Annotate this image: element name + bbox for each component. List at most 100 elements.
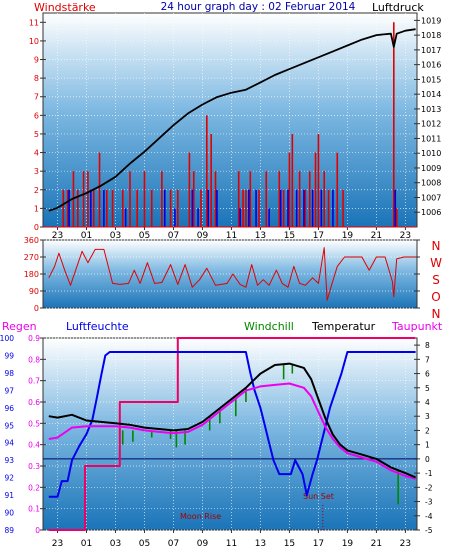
direction-letters: N W S O N [430, 239, 442, 321]
pressure-y-tick-label: 1016 [421, 61, 441, 70]
temperature-y-tick-label: 2 [425, 426, 430, 435]
climate-x-tick-label: 17 [313, 539, 324, 549]
temperature-y-tick-label: 5 [425, 384, 430, 393]
pressure-y-tick-label: 1010 [421, 149, 441, 158]
humidity-y-tick-label: 95 [4, 421, 14, 430]
moon-rise-label: Moon Rise [180, 512, 221, 521]
chart-marks: 0123456789101110061007100810091010101110… [0, 13, 441, 549]
temperature-y-tick-label: 1 [425, 441, 430, 450]
wind-y-tick-label: 6 [34, 111, 39, 120]
temperature-y-tick-label: -3 [425, 498, 433, 507]
wind-y-tick-label: 4 [34, 149, 39, 158]
legend-temperature: Temperatur [311, 320, 376, 333]
pressure-y-tick-label: 1015 [421, 75, 441, 84]
dewpoint-line [48, 382, 416, 480]
wind-y-tick-label: 3 [34, 167, 39, 176]
pressure-y-tick-label: 1019 [421, 16, 441, 25]
legend-dewpoint: Taupunkt [391, 320, 443, 333]
humidity-y-tick-label: 92 [4, 474, 14, 483]
wind-y-tick-label: 7 [34, 93, 39, 102]
humidity-y-tick-label: 94 [4, 439, 14, 448]
direction-y-tick-label: 90 [29, 287, 39, 296]
climate-x-tick-label: 03 [110, 539, 121, 549]
wind-y-tick-label: 2 [34, 186, 39, 195]
climate-x-tick-label: 09 [197, 539, 209, 549]
rain-y-tick-label: 0.9 [28, 334, 40, 343]
wind-x-tick-label: 15 [284, 231, 295, 241]
wind-panel-background [42, 12, 418, 228]
wind-x-tick-label: 13 [255, 231, 266, 241]
rain-y-tick-label: 0.7 [28, 377, 40, 386]
temperature-y-tick-label: 0 [425, 455, 430, 464]
wind-axis-title: Windstärke [34, 1, 96, 14]
wind-y-tick-label: 11 [29, 18, 39, 27]
wind-x-tick-label: 21 [371, 231, 382, 241]
climate-x-tick-label: 23 [52, 539, 63, 549]
humidity-y-tick-label: 96 [4, 404, 14, 413]
climate-x-tick-label: 07 [168, 539, 179, 549]
humidity-line [48, 351, 416, 498]
direction-letter-n-top: N [432, 239, 441, 253]
direction-y-tick-label: 180 [24, 270, 39, 279]
climate-legend: Regen Luftfeuchte Windchill Temperatur T… [2, 320, 443, 333]
legend-windchill: Windchill [244, 320, 294, 333]
wind-x-tick-label: 03 [110, 231, 121, 241]
humidity-y-tick-label: 97 [4, 386, 14, 395]
wind-y-tick-label: 5 [34, 130, 39, 139]
rain-y-tick-label: 0.1 [28, 505, 40, 514]
humidity-y-tick-label: 89 [4, 526, 14, 535]
climate-x-tick-label: 13 [255, 539, 266, 549]
direction-y-tick-label: 270 [24, 253, 39, 262]
legend-rain: Regen [2, 320, 37, 333]
humidity-y-tick-label: 90 [4, 509, 14, 518]
humidity-y-tick-label: 91 [4, 491, 14, 500]
wind-x-tick-label: 23 [400, 231, 411, 241]
climate-panel-background [42, 337, 418, 531]
pressure-axis-title: Luftdruck [372, 1, 424, 14]
rain-y-tick-label: 0.6 [28, 398, 40, 407]
humidity-y-tick-label: 100 [0, 334, 14, 343]
direction-letter-w: W [430, 256, 442, 270]
climate-x-tick-label: 21 [371, 539, 382, 549]
wind-x-tick-label: 11 [226, 231, 237, 241]
wind-y-tick-label: 10 [29, 37, 39, 46]
direction-y-tick-label: 360 [24, 236, 39, 245]
rain-y-tick-label: 0.2 [28, 483, 40, 492]
pressure-y-tick-label: 1013 [421, 105, 441, 114]
temperature-line [48, 362, 416, 479]
humidity-y-tick-label: 98 [4, 369, 14, 378]
wind-direction-line [48, 247, 416, 301]
wind-x-tick-label: 17 [313, 231, 324, 241]
climate-x-tick-label: 15 [284, 539, 295, 549]
wind-y-tick-label: 1 [34, 204, 39, 213]
pressure-y-tick-label: 1008 [421, 179, 441, 188]
pressure-y-tick-label: 1017 [421, 46, 441, 55]
wind-x-tick-label: 07 [168, 231, 179, 241]
temperature-y-tick-label: -5 [425, 526, 433, 535]
pressure-y-tick-label: 1011 [421, 134, 441, 143]
rain-y-tick-label: 0.4 [28, 441, 40, 450]
pressure-y-tick-label: 1014 [421, 90, 441, 99]
wind-y-tick-label: 9 [34, 56, 39, 65]
legend-humidity: Luftfeuchte [66, 320, 129, 333]
wind-y-tick-label: 8 [34, 74, 39, 83]
climate-x-tick-label: 05 [139, 539, 150, 549]
climate-x-tick-label: 11 [226, 539, 237, 549]
chart-title: 24 hour graph day : 02 Februar 2014 [161, 1, 356, 13]
direction-letter-s: S [432, 273, 440, 287]
direction-letter-n-bottom: N [432, 307, 441, 321]
sun-set-label: Sun Set [303, 492, 334, 501]
rain-y-tick-label: 0.5 [28, 419, 40, 428]
wind-x-tick-label: 23 [52, 231, 63, 241]
humidity-y-tick-label: 93 [4, 456, 14, 465]
rain-line [48, 337, 416, 531]
rain-y-tick-label: 0.3 [28, 462, 40, 471]
wind-x-tick-label: 05 [139, 231, 150, 241]
pressure-y-tick-label: 1012 [421, 120, 441, 129]
temperature-y-tick-label: 4 [425, 398, 430, 407]
wind-x-tick-label: 09 [197, 231, 209, 241]
rain-y-tick-label: 0 [35, 526, 40, 535]
temperature-y-tick-label: 3 [425, 412, 430, 421]
